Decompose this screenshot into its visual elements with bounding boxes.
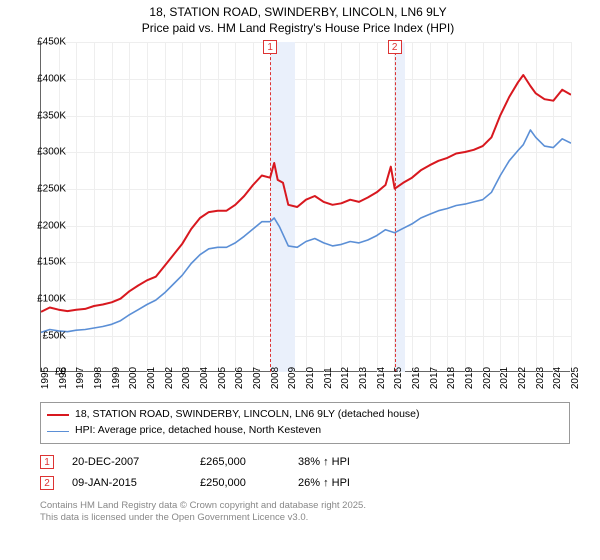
legend-label: 18, STATION ROAD, SWINDERBY, LINCOLN, LN… <box>75 407 420 423</box>
transaction-price: £265,000 <box>200 452 280 473</box>
legend-item: HPI: Average price, detached house, Nort… <box>47 423 563 439</box>
series-svg <box>41 42 571 372</box>
y-axis-label: £450K <box>37 37 66 48</box>
x-axis-label: 2003 <box>181 367 192 389</box>
x-axis-label: 2000 <box>128 367 139 389</box>
x-axis-label: 2019 <box>464 367 475 389</box>
x-axis-label: 2025 <box>570 367 581 389</box>
chart-title: 18, STATION ROAD, SWINDERBY, LINCOLN, LN… <box>4 4 592 36</box>
transaction-date: 09-JAN-2015 <box>72 473 182 494</box>
x-axis-label: 2017 <box>429 367 440 389</box>
chart-area: 12 £0£50K£100K£150K£200K£250K£300K£350K£… <box>40 42 600 402</box>
legend-item: 18, STATION ROAD, SWINDERBY, LINCOLN, LN… <box>47 407 563 423</box>
x-axis-label: 1997 <box>75 367 86 389</box>
x-axis-label: 2006 <box>234 367 245 389</box>
x-axis-label: 2014 <box>376 367 387 389</box>
x-axis-label: 2016 <box>411 367 422 389</box>
y-axis-label: £400K <box>37 74 66 85</box>
x-axis-label: 2011 <box>323 368 334 390</box>
x-axis-label: 2001 <box>146 367 157 389</box>
x-axis-label: 2021 <box>499 367 510 389</box>
y-axis-label: £100K <box>37 294 66 305</box>
x-axis-label: 2008 <box>270 367 281 389</box>
x-axis-label: 2007 <box>252 367 263 389</box>
y-axis-label: £50K <box>43 330 66 341</box>
x-axis-label: 2022 <box>517 367 528 389</box>
legend-swatch <box>47 414 69 416</box>
footer-attribution: Contains HM Land Registry data © Crown c… <box>40 500 592 525</box>
transaction-date: 20-DEC-2007 <box>72 452 182 473</box>
legend-swatch <box>47 431 69 432</box>
x-axis-label: 1995 <box>40 367 51 389</box>
x-axis-label: 2013 <box>358 367 369 389</box>
transaction-table: 1 20-DEC-2007 £265,000 38% ↑ HPI 2 09-JA… <box>40 452 570 494</box>
x-axis-label: 2010 <box>305 367 316 389</box>
table-row: 2 09-JAN-2015 £250,000 26% ↑ HPI <box>40 473 570 494</box>
series-line <box>41 130 571 332</box>
x-axis-label: 2015 <box>393 367 404 389</box>
x-axis-label: 2005 <box>217 367 228 389</box>
x-axis-label: 2002 <box>164 367 175 389</box>
transaction-hpi-delta: 38% ↑ HPI <box>298 452 398 473</box>
x-axis-label: 2020 <box>482 367 493 389</box>
transaction-marker: 2 <box>40 476 54 490</box>
x-axis-label: 2004 <box>199 367 210 389</box>
x-axis-label: 2012 <box>340 367 351 389</box>
footer-line: This data is licensed under the Open Gov… <box>40 512 592 524</box>
x-axis-label: 2009 <box>287 367 298 389</box>
x-axis-label: 1999 <box>111 367 122 389</box>
y-axis-label: £150K <box>37 257 66 268</box>
x-axis-label: 2023 <box>535 367 546 389</box>
transaction-hpi-delta: 26% ↑ HPI <box>298 473 398 494</box>
y-axis-label: £200K <box>37 220 66 231</box>
legend-label: HPI: Average price, detached house, Nort… <box>75 423 321 439</box>
y-axis-label: £350K <box>37 110 66 121</box>
x-axis-label: 1996 <box>58 367 69 389</box>
title-subtitle: Price paid vs. HM Land Registry's House … <box>4 20 592 36</box>
title-address: 18, STATION ROAD, SWINDERBY, LINCOLN, LN… <box>4 4 592 20</box>
x-axis-label: 1998 <box>93 367 104 389</box>
plot-region: 12 <box>40 42 570 372</box>
transaction-price: £250,000 <box>200 473 280 494</box>
legend: 18, STATION ROAD, SWINDERBY, LINCOLN, LN… <box>40 402 570 444</box>
footer-line: Contains HM Land Registry data © Crown c… <box>40 500 592 512</box>
x-axis-label: 2018 <box>446 367 457 389</box>
chart-container: 18, STATION ROAD, SWINDERBY, LINCOLN, LN… <box>0 0 600 560</box>
y-axis-label: £300K <box>37 147 66 158</box>
x-axis-label: 2024 <box>552 367 563 389</box>
transaction-marker: 1 <box>40 455 54 469</box>
y-axis-label: £250K <box>37 184 66 195</box>
table-row: 1 20-DEC-2007 £265,000 38% ↑ HPI <box>40 452 570 473</box>
series-line <box>41 75 571 312</box>
